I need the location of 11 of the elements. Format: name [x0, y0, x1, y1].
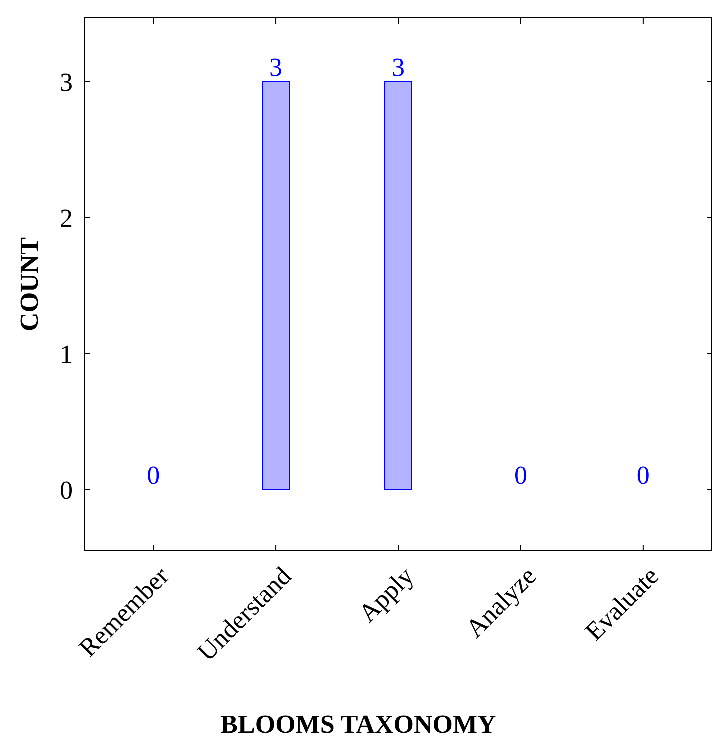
y-axis-title: COUNT	[15, 238, 44, 332]
data-label: 3	[392, 52, 405, 82]
y-tick-label: 2	[60, 204, 73, 233]
y-tick-label: 0	[60, 476, 73, 505]
data-label: 0	[514, 460, 528, 490]
data-label: 0	[147, 460, 160, 490]
y-tick-label: 1	[60, 340, 73, 369]
y-tick-label: 3	[60, 68, 73, 98]
data-label: 3	[270, 52, 283, 82]
data-label: 0	[636, 460, 650, 490]
x-axis-title: BLOOMS TAXONOMY	[220, 710, 497, 739]
